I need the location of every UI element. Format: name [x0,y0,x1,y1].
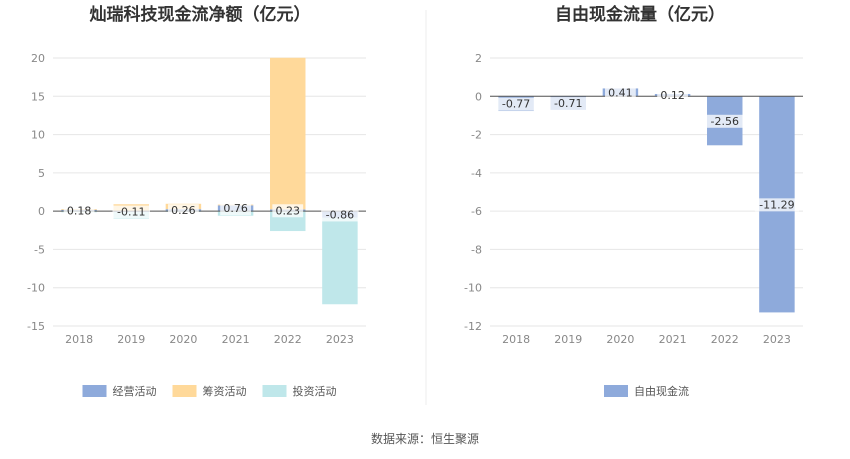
data-label: -0.86 [326,208,354,221]
x-tick-label: 2021 [659,333,687,346]
y-tick-label: -4 [471,167,482,180]
y-tick-label: -2 [471,129,482,142]
y-tick-label: -15 [27,320,45,333]
y-tick-label: 2 [475,52,482,65]
data-label: -0.11 [117,206,145,219]
legend-label: 经营活动 [113,384,157,398]
x-tick-label: 2023 [326,333,354,346]
data-label-bg [220,202,251,216]
y-tick-label: -12 [464,320,482,333]
data-label: -11.29 [759,198,794,211]
bar [322,217,358,305]
legend-swatch [262,385,287,397]
x-tick-label: 2018 [65,333,93,346]
data-label: -0.77 [502,98,530,111]
legend-label: 投资活动 [293,384,337,398]
legend-swatch [604,385,628,397]
legend-swatch [82,385,107,397]
bar [270,57,306,210]
data-label: -2.56 [711,115,739,128]
x-tick-label: 2022 [274,333,302,346]
data-label-bg [63,204,95,218]
y-tick-label: 15 [31,90,45,103]
legend-swatch [172,385,197,397]
data-label: 0.23 [276,204,301,217]
source-note: 数据来源：恒生聚源 [371,431,479,446]
data-label-bg [497,97,535,111]
x-tick-label: 2021 [222,333,250,346]
data-label-bg [321,208,359,222]
x-tick-label: 2018 [502,333,530,346]
y-tick-label: 20 [31,52,45,65]
y-tick-label: -6 [471,205,482,218]
y-tick-label: 10 [31,129,45,142]
x-tick-label: 2022 [711,333,739,346]
data-label-bg [272,204,304,218]
x-tick-label: 2019 [117,333,145,346]
y-tick-label: 5 [38,167,45,180]
data-label-bg [605,86,636,100]
y-tick-label: 0 [475,90,482,103]
data-label: 0.12 [660,89,685,102]
data-label: 0.18 [67,204,92,217]
y-tick-label: -10 [27,282,45,295]
legend-label: 筹资活动 [203,384,247,398]
data-label-bg [706,114,744,128]
x-tick-label: 2023 [763,333,791,346]
x-tick-label: 2019 [554,333,582,346]
data-label-bg [168,204,199,218]
data-label-bg [112,205,150,219]
free-cashflow-chart: 自由现金流量（亿元） 2 0 -2 -4 -6 -8 -10 -12 2018 2019 2020 2… [464,4,803,398]
data-label: 0.26 [171,204,196,217]
x-tick-label: 2020 [169,333,197,346]
data-label-bg [549,97,587,111]
cashflow-net-chart: 灿瑞科技现金流净额（亿元） 20 15 10 5 0 -5 -10 -15 2018 2019 20… [27,4,366,398]
legend-label: 自由现金流 [634,384,689,398]
y-tick-label: -5 [34,243,45,256]
data-label: 0.41 [608,86,633,99]
chart-title: 自由现金流量（亿元） [555,4,725,25]
y-tick-label: -8 [471,243,482,256]
y-tick-label: -10 [464,282,482,295]
x-tick-label: 2020 [606,333,634,346]
data-label: -0.71 [554,97,582,110]
data-label-bg [754,198,800,212]
y-tick-label: 0 [38,205,45,218]
chart-title: 灿瑞科技现金流净额（亿元） [90,4,311,25]
data-label: 0.76 [223,202,248,215]
data-label-bg [657,89,688,103]
